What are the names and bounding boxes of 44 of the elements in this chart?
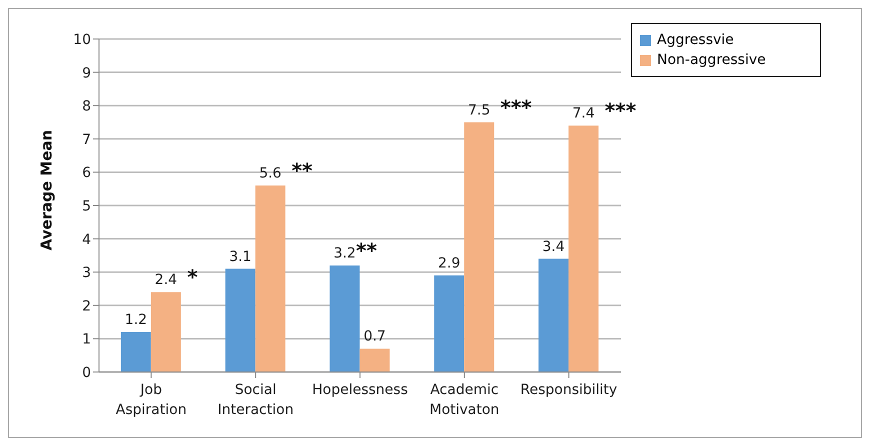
bar (360, 348, 390, 372)
annotation: ** (292, 158, 314, 183)
y-tick-label: 10 (73, 32, 91, 48)
x-tick-label: Responsibility (520, 382, 618, 398)
bar (225, 268, 256, 372)
data-label: 0.7 (364, 328, 386, 345)
y-tick-label: 0 (82, 364, 91, 381)
bar (255, 186, 286, 372)
annotation: ** (356, 238, 378, 262)
data-label: 7.4 (572, 106, 595, 122)
y-tick-label: 2 (82, 298, 91, 314)
data-label: 2.4 (154, 272, 178, 288)
data-label: 7.5 (468, 102, 490, 118)
bar (538, 258, 569, 372)
data-label: 1.2 (124, 312, 148, 328)
y-tick-label: 7 (82, 132, 91, 148)
data-label: 2.9 (438, 255, 460, 272)
data-label: 3.4 (542, 238, 565, 255)
y-tick-label: 6 (82, 165, 92, 182)
y-tick-label: 9 (82, 65, 91, 82)
bar (330, 265, 360, 372)
y-tick-label: 4 (82, 232, 92, 248)
annotation: * (187, 265, 198, 290)
data-label: 5.6 (259, 166, 282, 182)
legend-label: Aggressvie (657, 32, 734, 48)
x-tick-label: Job Aspiration (116, 382, 187, 418)
y-axis-title: Average Mean (37, 130, 56, 250)
bar (120, 332, 151, 372)
annotation: *** (604, 98, 637, 123)
bar (150, 292, 181, 372)
y-tick-label: 5 (82, 198, 91, 214)
y-tick-label: 8 (82, 98, 91, 115)
bar (464, 122, 494, 372)
y-tick-label: 3 (82, 265, 91, 282)
x-tick-label: Academic Motivaton (429, 382, 500, 418)
bar (568, 126, 599, 372)
legend-label: Non-aggressive (657, 52, 766, 68)
data-label: 3.1 (229, 248, 252, 265)
data-label: 3.2 (334, 245, 356, 262)
bar (434, 275, 464, 372)
x-tick-label: Social Interaction (218, 382, 294, 418)
annotation: *** (500, 95, 532, 120)
x-tick-label: Hopelessness (312, 382, 408, 398)
y-tick-label: 1 (82, 332, 91, 348)
